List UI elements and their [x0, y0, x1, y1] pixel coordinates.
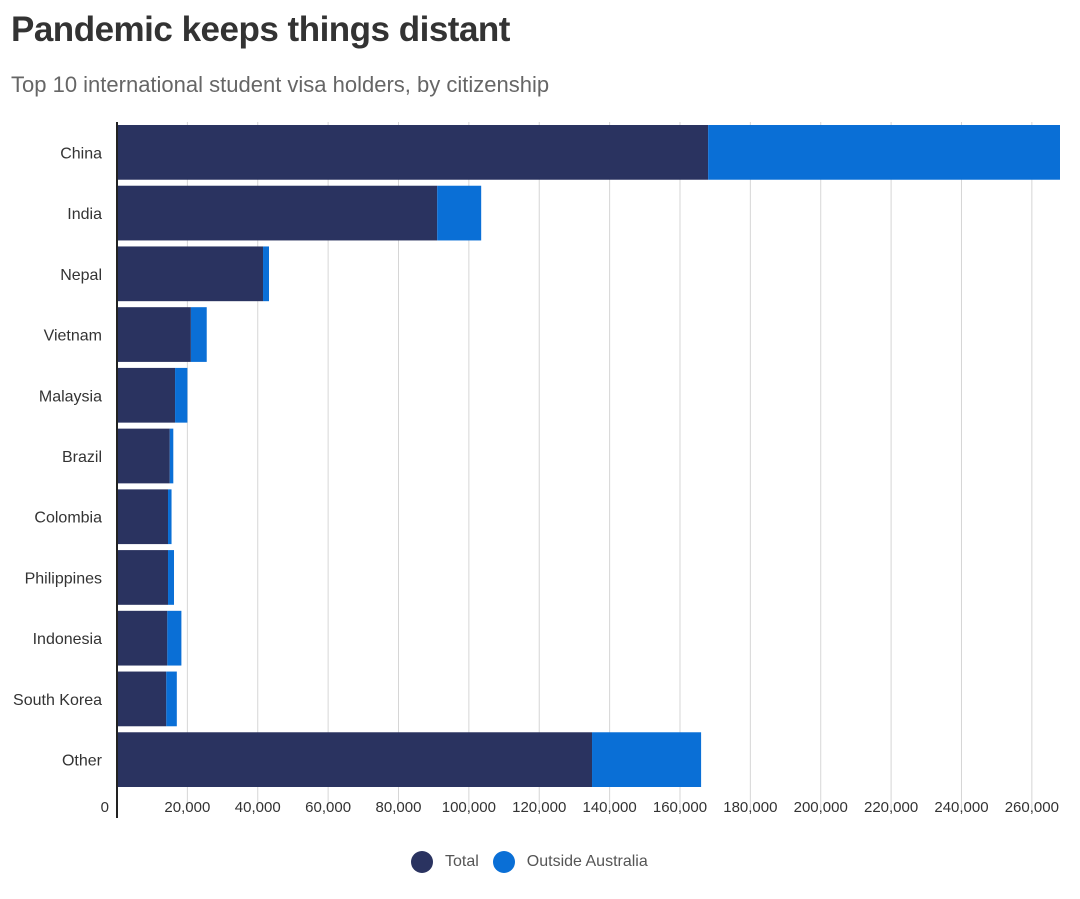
bar-india-outside-australia: [437, 185, 482, 241]
category-label-indonesia: Indonesia: [33, 631, 102, 648]
x-tick-label-220000: 220,000: [864, 799, 918, 816]
category-label-other: Other: [62, 753, 103, 770]
bar-other-total: [117, 732, 593, 787]
bar-vietnam-total: [117, 307, 191, 362]
x-tick-label-20000: 20,000: [164, 799, 210, 816]
bar-nepal-total: [117, 246, 264, 302]
legend-label-outside-australia: Outside Australia: [526, 853, 648, 870]
bar-malaysia-total: [117, 367, 176, 423]
category-label-china: China: [60, 145, 102, 162]
x-tick-label-0: 0: [101, 799, 109, 816]
bar-china-outside-australia: [708, 125, 1060, 180]
bar-colombia-total: [117, 489, 169, 545]
x-tick-label-240000: 240,000: [934, 799, 988, 816]
x-axis-ticks: 0 20,000 40,000 60,000 80,000 100,000 120,000 1…: [101, 799, 1059, 816]
bar-china-total: [117, 125, 709, 180]
bar-vietnam-outside-australia: [190, 307, 207, 362]
x-tick-label-120000: 120,000: [512, 799, 566, 816]
category-label-nepal: Nepal: [60, 267, 102, 284]
bars: [117, 125, 1060, 787]
x-tick-label-160000: 160,000: [653, 799, 707, 816]
bar-malaysia-outside-australia: [175, 367, 188, 423]
x-tick-label-260000: 260,000: [1005, 799, 1059, 816]
bar-philippines-total: [117, 550, 169, 605]
bar-philippines-outside-australia: [168, 550, 175, 605]
x-tick-label-180000: 180,000: [723, 799, 777, 816]
bar-indonesia-total: [117, 610, 168, 666]
legend-item-total[interactable]: Total: [411, 851, 479, 873]
bar-brazil-total: [117, 428, 170, 484]
legend-swatch-outside-australia: [492, 851, 515, 873]
category-label-colombia: Colombia: [34, 510, 102, 527]
category-label-brazil: Brazil: [62, 449, 102, 466]
bar-south-korea-outside-australia: [166, 671, 177, 727]
bar-colombia-outside-australia: [168, 489, 172, 545]
legend-item-outside-australia[interactable]: Outside Australia: [492, 851, 648, 873]
category-label-malaysia: Malaysia: [39, 388, 102, 405]
bar-india-total: [117, 185, 438, 241]
bar-nepal-outside-australia: [263, 246, 270, 302]
category-label-vietnam: Vietnam: [44, 328, 102, 345]
legend-label-total: Total: [445, 853, 479, 870]
category-label-philippines: Philippines: [25, 570, 102, 587]
legend-swatch-total: [411, 851, 433, 873]
bar-other-outside-australia: [592, 732, 702, 787]
x-tick-label-200000: 200,000: [794, 799, 848, 816]
chart-title: Pandemic keeps things distant: [11, 10, 510, 49]
x-tick-label-60000: 60,000: [305, 799, 351, 816]
x-tick-label-100000: 100,000: [442, 799, 496, 816]
bar-indonesia-outside-australia: [167, 610, 182, 666]
legend: Total Outside Australia: [411, 851, 662, 873]
x-tick-label-40000: 40,000: [235, 799, 281, 816]
category-labels: China India Nepal Vietnam Malaysia Brazil Colo…: [13, 145, 103, 769]
x-tick-label-80000: 80,000: [376, 799, 422, 816]
bar-brazil-outside-australia: [169, 428, 174, 484]
category-label-india: India: [67, 206, 102, 223]
category-label-south-korea: South Korea: [13, 692, 102, 709]
chart-subtitle: Top 10 international student visa holder…: [11, 72, 550, 97]
x-tick-label-140000: 140,000: [582, 799, 636, 816]
bar-south-korea-total: [117, 671, 167, 727]
